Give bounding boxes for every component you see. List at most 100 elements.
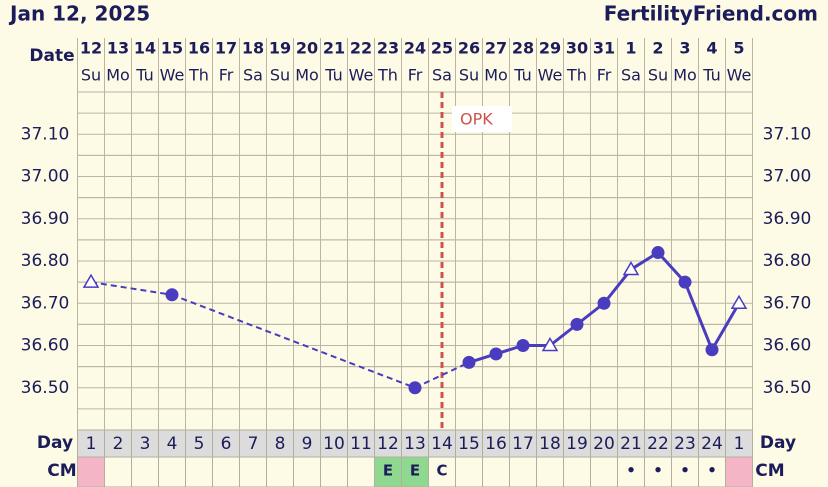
- cm-cell: [455, 456, 483, 487]
- weekday-label: Tu: [324, 66, 342, 85]
- day-cell: [725, 429, 753, 458]
- day-cell: [428, 429, 456, 458]
- weekday-label: Mo: [484, 66, 508, 85]
- cm-value: E: [410, 462, 420, 480]
- date-label: 1: [625, 39, 636, 58]
- temp-point: [705, 343, 719, 357]
- weekday-label: Fr: [597, 66, 612, 85]
- cm-cell: [698, 456, 726, 487]
- day-number: 2: [113, 434, 124, 454]
- day-cell: [77, 429, 105, 458]
- day-cell: [347, 429, 375, 458]
- weekday-label: Sa: [243, 66, 263, 85]
- opk-label: OPK: [460, 110, 493, 129]
- cm-cell: [725, 456, 753, 487]
- cm-cell: [158, 456, 186, 487]
- day-number: 19: [566, 434, 588, 454]
- weekday-label: Th: [377, 66, 398, 85]
- weekday-label: Fr: [408, 66, 423, 85]
- temp-point: [165, 288, 179, 302]
- temp-point: [408, 381, 422, 395]
- cm-value: •: [626, 462, 636, 480]
- day-number: 24: [701, 434, 723, 454]
- day-cell: [374, 429, 402, 458]
- temp-point: [678, 275, 692, 289]
- day-number: 8: [275, 434, 286, 454]
- temp-segment: [683, 281, 714, 351]
- weekday-label: Th: [566, 66, 587, 85]
- cm-cell: [482, 456, 510, 487]
- weekday-label: Su: [81, 66, 101, 85]
- day-number: 3: [140, 434, 151, 454]
- temp-point: [730, 294, 748, 309]
- day-number: 16: [485, 434, 507, 454]
- date-label: 25: [431, 39, 453, 58]
- y-tick-label: 36.60: [763, 336, 812, 356]
- temp-point: [541, 337, 559, 352]
- weekday-label: Tu: [135, 66, 153, 85]
- weekday-label: We: [538, 66, 563, 85]
- weekday-label: Fr: [219, 66, 234, 85]
- date-label: 4: [706, 39, 717, 58]
- cm-cell: [671, 456, 699, 487]
- cm-cell: [563, 456, 591, 487]
- y-tick-label: 36.50: [21, 378, 70, 398]
- weekday-label: Mo: [295, 66, 319, 85]
- date-label: 30: [566, 39, 588, 58]
- temp-point: [622, 260, 640, 276]
- cm-cell: [77, 456, 105, 487]
- cm-cell: [239, 456, 267, 487]
- day-number: 13: [404, 434, 426, 454]
- weekday-label: Sa: [621, 66, 641, 85]
- date-label: 27: [485, 39, 507, 58]
- weekday-label: We: [727, 66, 752, 85]
- date-label: 16: [188, 39, 210, 58]
- day-number: 21: [620, 434, 642, 454]
- cm-cell: [401, 456, 429, 487]
- temp-point: [651, 246, 665, 260]
- day-number: 15: [458, 434, 480, 454]
- temp-segment: [710, 302, 741, 351]
- temp-point: [597, 296, 611, 310]
- day-cell: [698, 429, 726, 458]
- cm-value: C: [436, 462, 447, 480]
- day-label: Day: [760, 433, 796, 453]
- date-label: 24: [404, 39, 426, 58]
- day-cell: [590, 429, 618, 458]
- y-tick-label: 36.80: [21, 251, 70, 271]
- weekday-label: Mo: [673, 66, 697, 85]
- date-label: 3: [679, 39, 690, 58]
- date-label: 18: [242, 39, 264, 58]
- weekday-label: Su: [459, 66, 479, 85]
- day-cell: [185, 429, 213, 458]
- y-tick-label: 37.10: [21, 124, 70, 144]
- day-number: 20: [593, 434, 615, 454]
- date-label: 22: [350, 39, 372, 58]
- y-tick-label: 36.90: [21, 209, 70, 229]
- cm-cell: [104, 456, 132, 487]
- day-cell: [617, 429, 645, 458]
- chart-title: Jan 12, 2025: [8, 2, 150, 26]
- day-number: 14: [431, 434, 453, 454]
- cm-label: CM: [47, 461, 76, 481]
- weekday-label: We: [160, 66, 185, 85]
- day-number: 22: [647, 434, 669, 454]
- cm-cell: [320, 456, 348, 487]
- date-label: 26: [458, 39, 480, 58]
- weekday-label: Su: [648, 66, 668, 85]
- day-number: 9: [302, 434, 313, 454]
- date-label: 13: [107, 39, 129, 58]
- cm-cell: [293, 456, 321, 487]
- temp-point: [570, 317, 584, 331]
- date-label: 12: [80, 39, 102, 58]
- date-label: 21: [323, 39, 345, 58]
- y-tick-label: 37.00: [21, 167, 70, 187]
- date-label: 29: [539, 39, 561, 58]
- weekday-label: Sa: [432, 66, 452, 85]
- temp-point: [82, 273, 100, 288]
- cm-cell: [347, 456, 375, 487]
- weekday-label: Th: [188, 66, 209, 85]
- date-label: 20: [296, 39, 318, 58]
- date-label: 2: [652, 39, 663, 58]
- day-cell: [293, 429, 321, 458]
